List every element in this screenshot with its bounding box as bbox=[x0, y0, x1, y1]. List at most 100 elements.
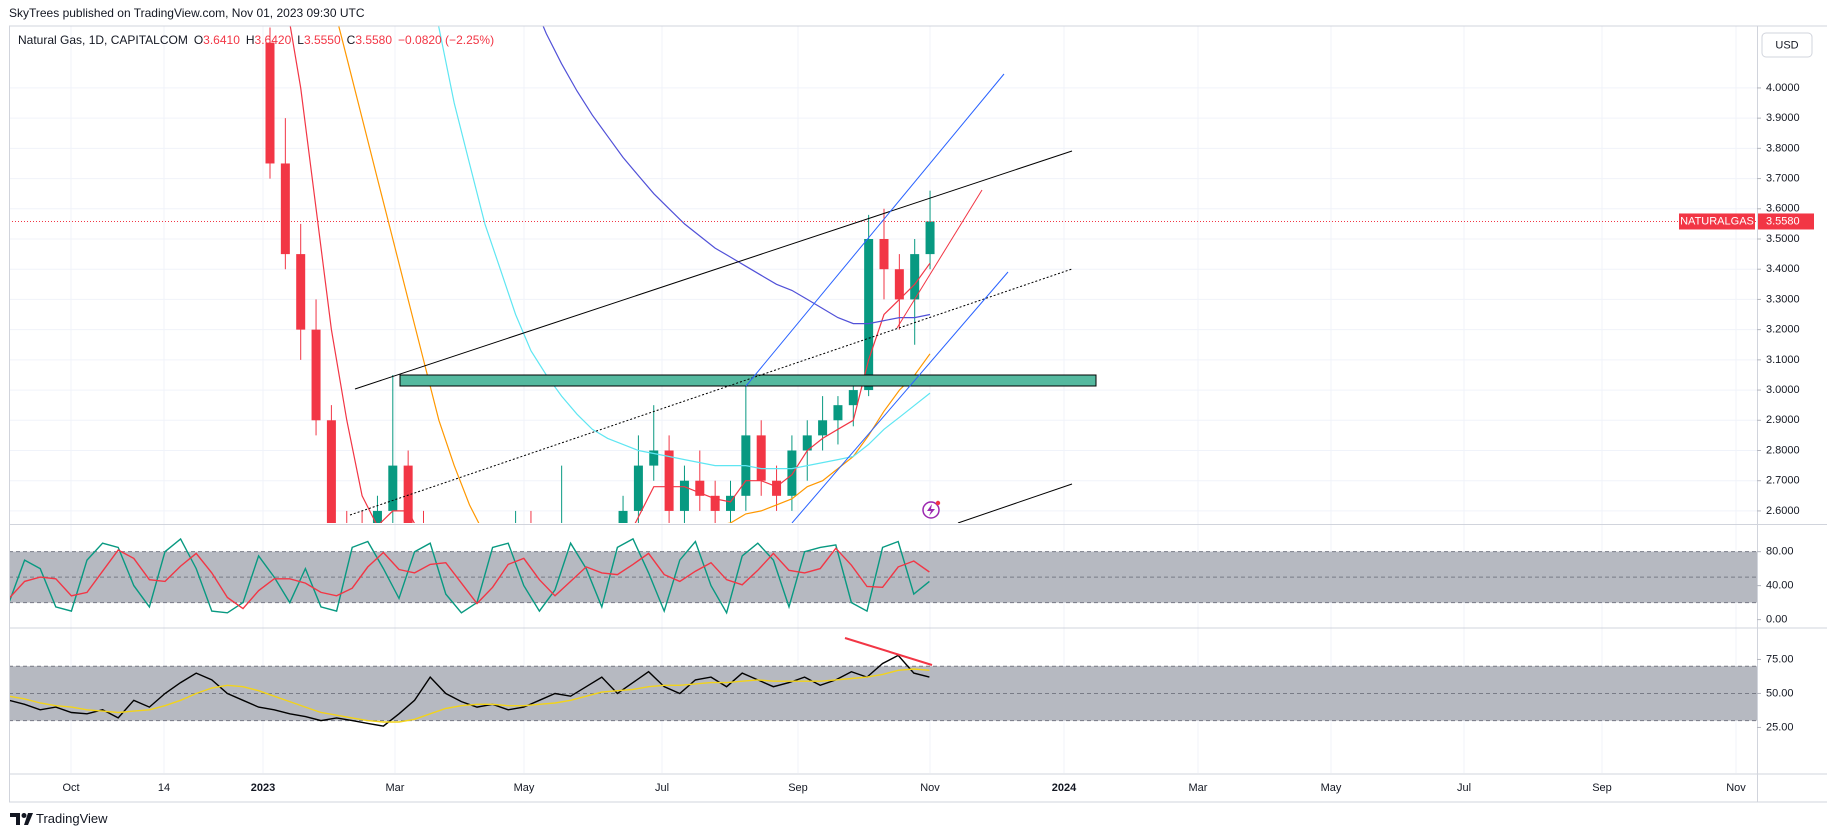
candle-body bbox=[280, 163, 290, 255]
legend-key: C bbox=[347, 33, 356, 47]
rsi-pane bbox=[9, 654, 1757, 727]
candle-body bbox=[664, 450, 674, 511]
x-tick-label: May bbox=[1321, 782, 1342, 794]
y-tick-label: 3.2000 bbox=[1766, 324, 1800, 336]
candle-body bbox=[925, 221, 935, 255]
indicator-line bbox=[9, 547, 930, 610]
channel-line bbox=[745, 73, 1005, 387]
moving-average bbox=[289, 26, 931, 523]
y-tick-label: 4.0000 bbox=[1766, 82, 1800, 94]
legend-value: 3.5580 bbox=[355, 33, 392, 47]
candle-body bbox=[818, 420, 828, 436]
y-tick-label: 2.7000 bbox=[1766, 475, 1800, 487]
trend-line bbox=[354, 150, 1073, 390]
x-tick-label: 2023 bbox=[251, 782, 275, 794]
candle-body bbox=[910, 254, 920, 300]
currency-button[interactable] bbox=[1761, 32, 1813, 58]
legend-value: 3.6420 bbox=[255, 33, 292, 47]
legend: Natural Gas, 1D, CAPITALCOM O3.6410 H3.642… bbox=[18, 33, 494, 47]
support-zone bbox=[399, 374, 1097, 387]
stoch-pane bbox=[9, 537, 1757, 615]
symbol-title: Natural Gas, 1D, CAPITALCOM bbox=[18, 33, 188, 47]
legend-key: O bbox=[194, 33, 203, 47]
y-tick-label: 3.5000 bbox=[1766, 233, 1800, 245]
candle-body bbox=[833, 405, 843, 421]
y-tick-label: 50.00 bbox=[1766, 687, 1794, 699]
moving-average bbox=[338, 26, 931, 523]
y-tick-label: 3.6000 bbox=[1766, 203, 1800, 215]
x-tick-label: Sep bbox=[1592, 782, 1612, 794]
legend-value: 3.6410 bbox=[203, 33, 240, 47]
legend-key: L bbox=[297, 33, 304, 47]
trend-line bbox=[349, 268, 1073, 516]
symbol-tag-bg bbox=[1679, 213, 1755, 230]
y-tick-label: 3.3000 bbox=[1766, 293, 1800, 305]
event-icon[interactable] bbox=[922, 501, 940, 519]
x-tick-label: Jul bbox=[655, 782, 669, 794]
y-tick-label: 3.7000 bbox=[1766, 172, 1800, 184]
candle-body bbox=[326, 420, 336, 523]
brand-logo bbox=[10, 813, 33, 825]
y-tick-label: 80.00 bbox=[1766, 546, 1794, 558]
grid bbox=[9, 26, 1757, 773]
event-icon-bolt bbox=[927, 504, 935, 516]
candle-body bbox=[787, 450, 797, 496]
x-tick-label: 2024 bbox=[1052, 782, 1077, 794]
candle-body bbox=[772, 480, 782, 496]
y-tick-label: 3.4000 bbox=[1766, 263, 1800, 275]
candle-body bbox=[710, 495, 720, 511]
x-tick-label: Jul bbox=[1457, 782, 1471, 794]
candle-body bbox=[879, 239, 889, 270]
candle-body bbox=[864, 239, 874, 391]
published-note: SkyTrees published on TradingView.com, N… bbox=[9, 6, 365, 20]
x-tick-label: Mar bbox=[1189, 782, 1208, 794]
moving-average bbox=[542, 26, 931, 325]
candle-body bbox=[649, 450, 659, 466]
candle-body bbox=[726, 495, 735, 511]
candle-body bbox=[311, 329, 321, 421]
candle-body bbox=[695, 480, 705, 496]
x-tick-label: 14 bbox=[158, 782, 170, 794]
candle-body bbox=[756, 435, 766, 481]
y-tick-label: 75.00 bbox=[1766, 653, 1794, 665]
candle-body bbox=[894, 269, 904, 300]
x-tick-label: Nov bbox=[1726, 782, 1746, 794]
legend-key: H bbox=[246, 33, 255, 47]
x-tick-label: May bbox=[514, 782, 535, 794]
y-tick-label: 0.00 bbox=[1766, 614, 1787, 626]
moving-average bbox=[437, 26, 931, 470]
divergence-line bbox=[844, 637, 933, 666]
indicator-line bbox=[9, 668, 930, 723]
price-pane bbox=[9, 26, 1757, 523]
candle-body bbox=[296, 254, 306, 330]
x-tick-label: Sep bbox=[788, 782, 808, 794]
y-tick-label: 2.6000 bbox=[1766, 505, 1800, 517]
x-tick-label: Nov bbox=[920, 782, 940, 794]
candle-body bbox=[403, 465, 413, 523]
candle-body bbox=[848, 390, 858, 406]
x-tick-label: Oct bbox=[62, 782, 79, 794]
trend-line bbox=[957, 483, 1073, 523]
candle-body bbox=[633, 465, 643, 511]
y-tick-label: 2.9000 bbox=[1766, 414, 1800, 426]
y-tick-label: 40.00 bbox=[1766, 580, 1794, 592]
y-tick-label: 2.8000 bbox=[1766, 444, 1800, 456]
axes: Oct 14 2023 Mar May Jul Sep Nov 2024 Mar May Jul Sep… bbox=[62, 82, 1814, 794]
currency-label: USD bbox=[1775, 39, 1798, 51]
indicator-line bbox=[9, 537, 930, 615]
channel-line bbox=[791, 271, 1009, 523]
legend-value: 3.5550 bbox=[304, 33, 341, 47]
y-tick-label: 3.9000 bbox=[1766, 112, 1800, 124]
candle-body bbox=[388, 465, 398, 511]
brand-name: TradingView bbox=[36, 811, 108, 826]
candle-body bbox=[618, 510, 628, 523]
candle-body bbox=[802, 435, 812, 451]
y-tick-label: 3.8000 bbox=[1766, 142, 1800, 154]
drawings bbox=[349, 73, 1097, 523]
legend-change: −0.0820 (−2.25%) bbox=[398, 33, 494, 47]
price-tag: 3.5580 bbox=[1766, 215, 1800, 227]
event-dot bbox=[935, 500, 941, 506]
y-tick-label: 3.1000 bbox=[1766, 354, 1800, 366]
symbol-tag: NATURALGAS bbox=[1680, 215, 1754, 227]
